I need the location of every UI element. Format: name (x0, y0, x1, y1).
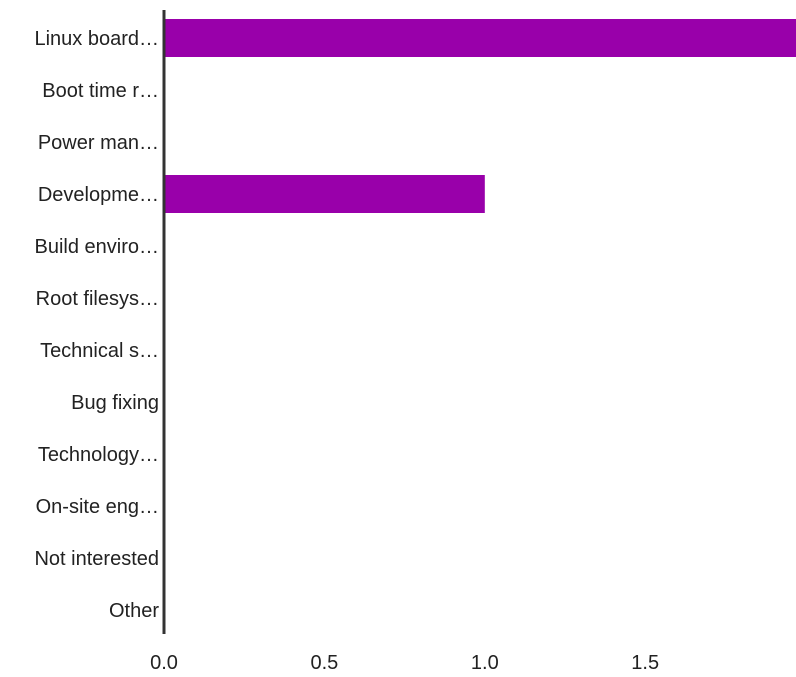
category-label: Technical s… (40, 340, 159, 362)
category-label: Not interested (34, 548, 159, 570)
category-label: Other (109, 600, 159, 622)
x-tick-label: 0.5 (310, 652, 338, 674)
category-labels: Linux board… Boot time r… Power man… Develo… (34, 28, 159, 622)
x-tick-label: 1.0 (471, 652, 499, 674)
category-label: Technology… (38, 444, 159, 466)
category-label: Boot time r… (42, 80, 159, 102)
category-label: Developme… (38, 184, 159, 206)
category-label: Root filesys… (36, 288, 159, 310)
x-tick-label: 0.0 (150, 652, 178, 674)
category-label: Linux board… (34, 28, 159, 50)
bars-group (164, 19, 796, 213)
bar (164, 175, 485, 213)
bar (164, 19, 796, 57)
x-tick-labels: 0.0 0.5 1.0 1.5 (150, 652, 659, 674)
category-label: Build enviro… (34, 236, 159, 258)
category-label: Bug fixing (71, 392, 159, 414)
category-label: On-site eng… (36, 496, 159, 518)
category-label: Power man… (38, 132, 159, 154)
x-tick-label: 1.5 (631, 652, 659, 674)
